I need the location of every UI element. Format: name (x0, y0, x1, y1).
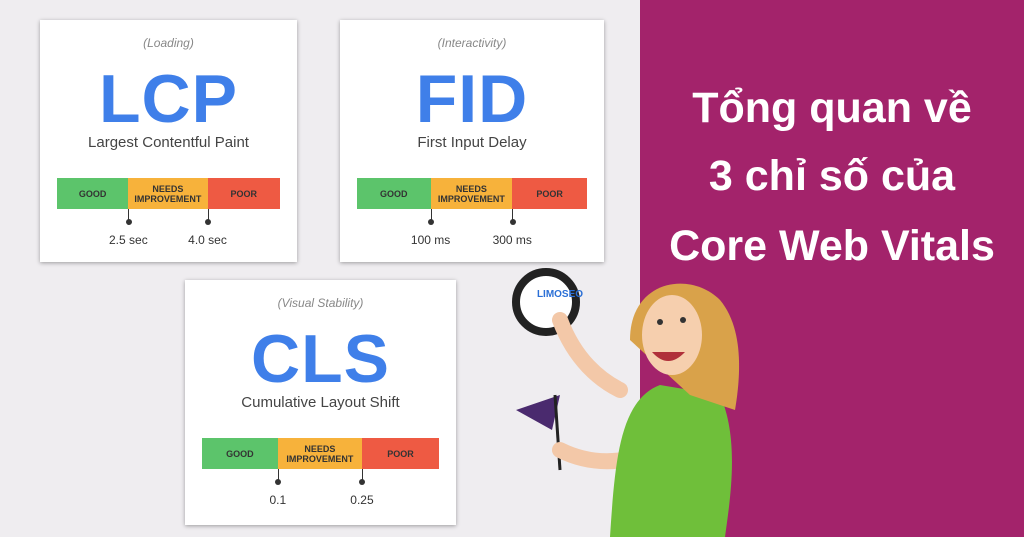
threshold-tick (430, 209, 432, 223)
segment-label: NEEDS IMPROVEMENT (277, 438, 362, 469)
metric-category: (Loading) (143, 36, 194, 50)
metric-category: (Interactivity) (437, 36, 507, 50)
flag-pole (553, 394, 562, 471)
metric-name: Largest Contentful Paint (88, 134, 249, 151)
threshold-label: 0.25 (350, 493, 374, 507)
segment-label: GOOD (357, 178, 431, 209)
arm (552, 312, 628, 398)
segment-label: POOR (207, 178, 280, 209)
metric-name: Cumulative Layout Shift (241, 394, 400, 411)
metric-acronym: LCP (99, 61, 238, 137)
threshold-label: 0.1 (269, 493, 287, 507)
title-line: 3 chỉ số của (708, 152, 956, 200)
title-line: Core Web Vitals (669, 222, 995, 270)
threshold-tick (361, 469, 363, 483)
threshold-label: 2.5 sec (109, 233, 148, 247)
threshold-dot (359, 479, 366, 485)
segment-label: GOOD (202, 438, 278, 469)
threshold-bar: GOOD NEEDS IMPROVEMENT POOR (357, 178, 587, 209)
flag (516, 395, 560, 430)
threshold-tick (128, 209, 130, 223)
segment-label: POOR (512, 178, 587, 209)
eye (657, 319, 663, 325)
threshold-dot (275, 479, 282, 485)
segment-label: NEEDS IMPROVEMENT (430, 178, 513, 209)
threshold-dot (125, 219, 132, 225)
threshold-bar: GOOD NEEDS IMPROVEMENT POOR (57, 178, 280, 209)
segment-label: GOOD (57, 178, 129, 209)
metric-card: (Visual Stability) CLS Cumulative Layout S… (185, 280, 456, 525)
threshold-tick (277, 469, 279, 483)
threshold-tick (512, 209, 514, 223)
metric-card: (Loading) LCP Largest Contentful Paint GOOD… (40, 20, 297, 262)
segment-label: NEEDS IMPROVEMENT (128, 178, 208, 209)
metric-acronym: FID (415, 61, 529, 137)
metric-category: (Visual Stability) (277, 296, 364, 310)
threshold-tick (207, 209, 209, 223)
threshold-label: 100 ms (410, 233, 451, 247)
threshold-label: 4.0 sec (188, 233, 227, 247)
eye (680, 317, 686, 323)
mouth (652, 352, 685, 361)
shirt (610, 385, 732, 537)
threshold-label: 300 ms (492, 233, 532, 247)
threshold-dot (205, 219, 212, 225)
title-line: Tổng quan về (692, 84, 972, 132)
threshold-bar: GOOD NEEDS IMPROVEMENT POOR (202, 438, 439, 469)
metric-card: (Interactivity) FID First Input Delay GOOD N… (340, 20, 604, 262)
metric-acronym: CLS (251, 321, 390, 397)
threshold-dot (509, 219, 516, 225)
threshold-dot (428, 219, 435, 225)
segment-label: POOR (361, 438, 439, 469)
logo-text: LIMOSEO (537, 289, 583, 300)
metric-name: First Input Delay (417, 134, 527, 151)
face (642, 295, 702, 375)
